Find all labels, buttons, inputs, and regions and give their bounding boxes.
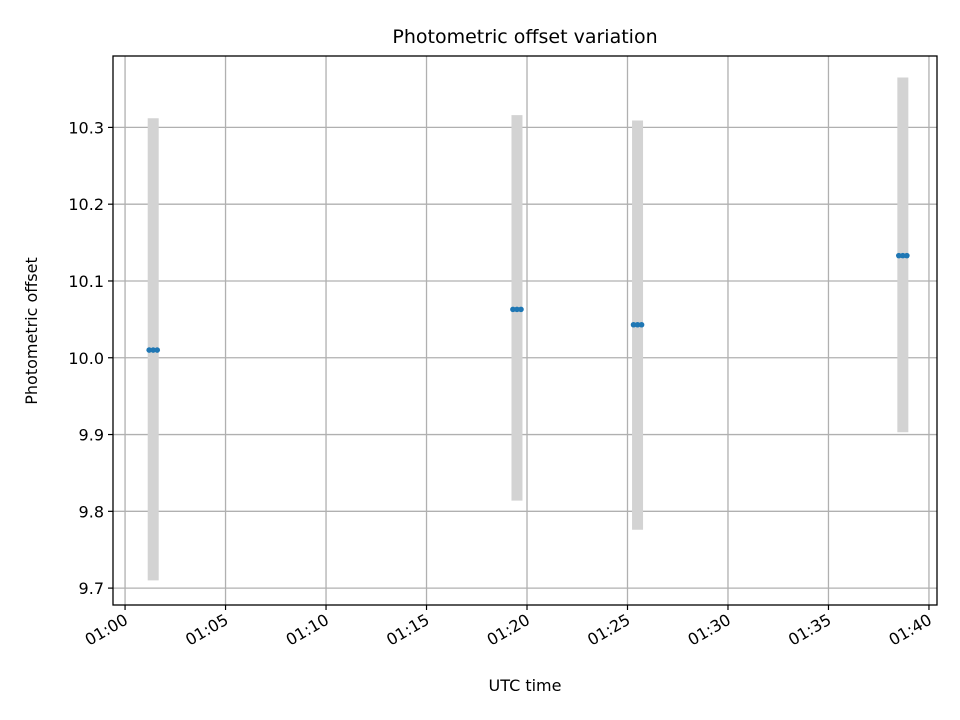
data-point — [900, 252, 906, 259]
data-point — [146, 347, 152, 353]
data-point — [154, 347, 161, 353]
grid — [113, 56, 937, 605]
data-point — [904, 252, 910, 259]
y-tick-label: 9.8 — [79, 502, 104, 521]
y-axis: 9.7 9.8 9.9 10.0 10.1 10.2 10.3 — [68, 118, 113, 598]
y-axis-label: Photometric offset — [22, 257, 41, 405]
x-axis-label: UTC time — [489, 676, 562, 695]
y-tick-label: 10.2 — [68, 195, 104, 214]
plot-frame — [112, 55, 938, 606]
data-point — [630, 321, 637, 328]
data-point — [518, 306, 524, 313]
data-point — [896, 252, 902, 259]
data-point — [634, 321, 641, 328]
y-tick-label: 10.0 — [68, 349, 104, 368]
data-points — [146, 252, 910, 353]
data-point — [510, 306, 516, 313]
data-point — [514, 306, 520, 313]
y-tick-label: 9.7 — [79, 579, 104, 598]
chart-title: Photometric offset variation — [392, 26, 657, 48]
data-point — [638, 321, 645, 328]
y-tick-label: 10.1 — [68, 272, 104, 291]
y-tick-label: 10.3 — [68, 118, 104, 137]
y-tick-label: 9.9 — [79, 426, 104, 445]
data-point — [150, 347, 156, 353]
